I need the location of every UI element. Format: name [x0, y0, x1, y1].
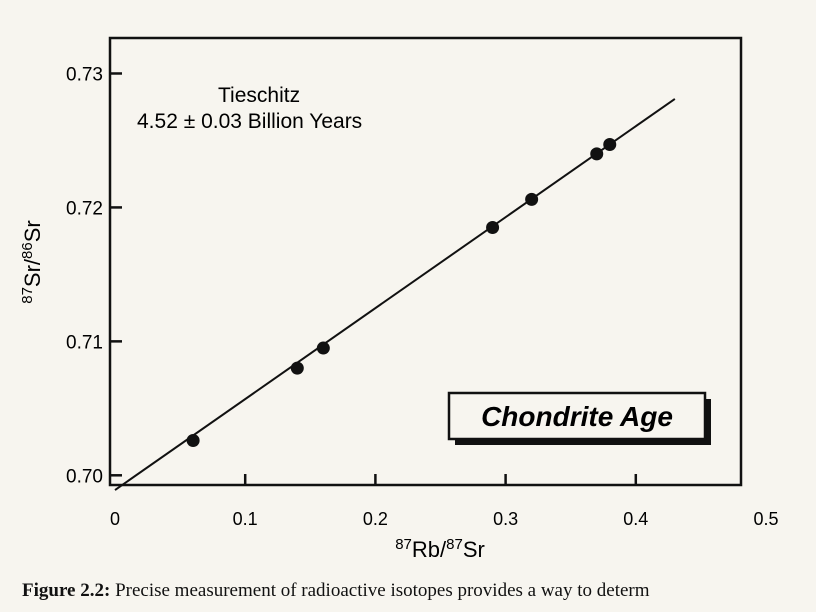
y-tick-label: 0.70	[66, 466, 103, 487]
y-tick-label: 0.72	[66, 198, 103, 219]
data-points	[186, 137, 617, 447]
x-label-superscript-1: 87	[395, 536, 412, 553]
isochron-chart: 0 0.1 0.2 0.3 0.4 0.5 0.70 0.71 0.72 0.73 Tiesch…	[19, 36, 779, 562]
x-tick-label: 0.3	[493, 509, 518, 529]
y-label-symbol-1: Sr/	[20, 258, 45, 287]
x-tick-label: 0.5	[753, 509, 778, 529]
figure-caption: Figure 2.2: Precise measurement of radio…	[22, 580, 816, 602]
y-label-superscript-1: 87	[19, 287, 36, 304]
data-point	[316, 341, 330, 355]
x-axis-ticks: 0 0.1 0.2 0.3 0.4 0.5	[110, 474, 779, 529]
data-point	[590, 147, 604, 161]
x-label-symbol-2: Sr	[463, 537, 485, 562]
caption-text: Precise measurement of radioactive isoto…	[115, 580, 650, 601]
x-axis-label: 87Rb/87Sr	[395, 536, 485, 562]
data-point	[290, 361, 304, 375]
y-tick-label: 0.73	[66, 64, 103, 85]
data-point	[186, 433, 200, 447]
caption-label: Figure 2.2:	[22, 580, 111, 601]
y-tick-label: 0.71	[66, 332, 103, 353]
y-axis-label: 87Sr/86Sr	[19, 220, 45, 304]
x-label-symbol-1: Rb/	[412, 537, 447, 562]
annotation-title: Tieschitz	[218, 84, 300, 107]
data-point	[486, 221, 500, 235]
boxed-label: Chondrite Age	[481, 401, 673, 432]
isochron-fit-line	[114, 98, 676, 491]
y-label-superscript-2: 86	[19, 242, 36, 259]
boxed-label-frame	[447, 391, 707, 441]
x-tick-label: 0	[110, 509, 120, 529]
annotation-age: 4.52 ± 0.03 Billion Years	[137, 110, 362, 133]
chart-panel: 0 0.1 0.2 0.3 0.4 0.5 0.70 0.71 0.72 0.73 Tiesch…	[19, 36, 779, 562]
data-point	[603, 137, 617, 151]
x-label-superscript-2: 87	[446, 536, 463, 553]
y-axis-ticks: 0.70 0.71 0.72 0.73	[66, 64, 122, 487]
x-tick-label: 0.1	[233, 509, 258, 529]
fit-line-group	[114, 98, 676, 491]
x-tick-label: 0.4	[623, 509, 648, 529]
y-label-symbol-2: Sr	[20, 220, 45, 242]
x-tick-label: 0.2	[363, 509, 388, 529]
data-point	[525, 192, 539, 206]
